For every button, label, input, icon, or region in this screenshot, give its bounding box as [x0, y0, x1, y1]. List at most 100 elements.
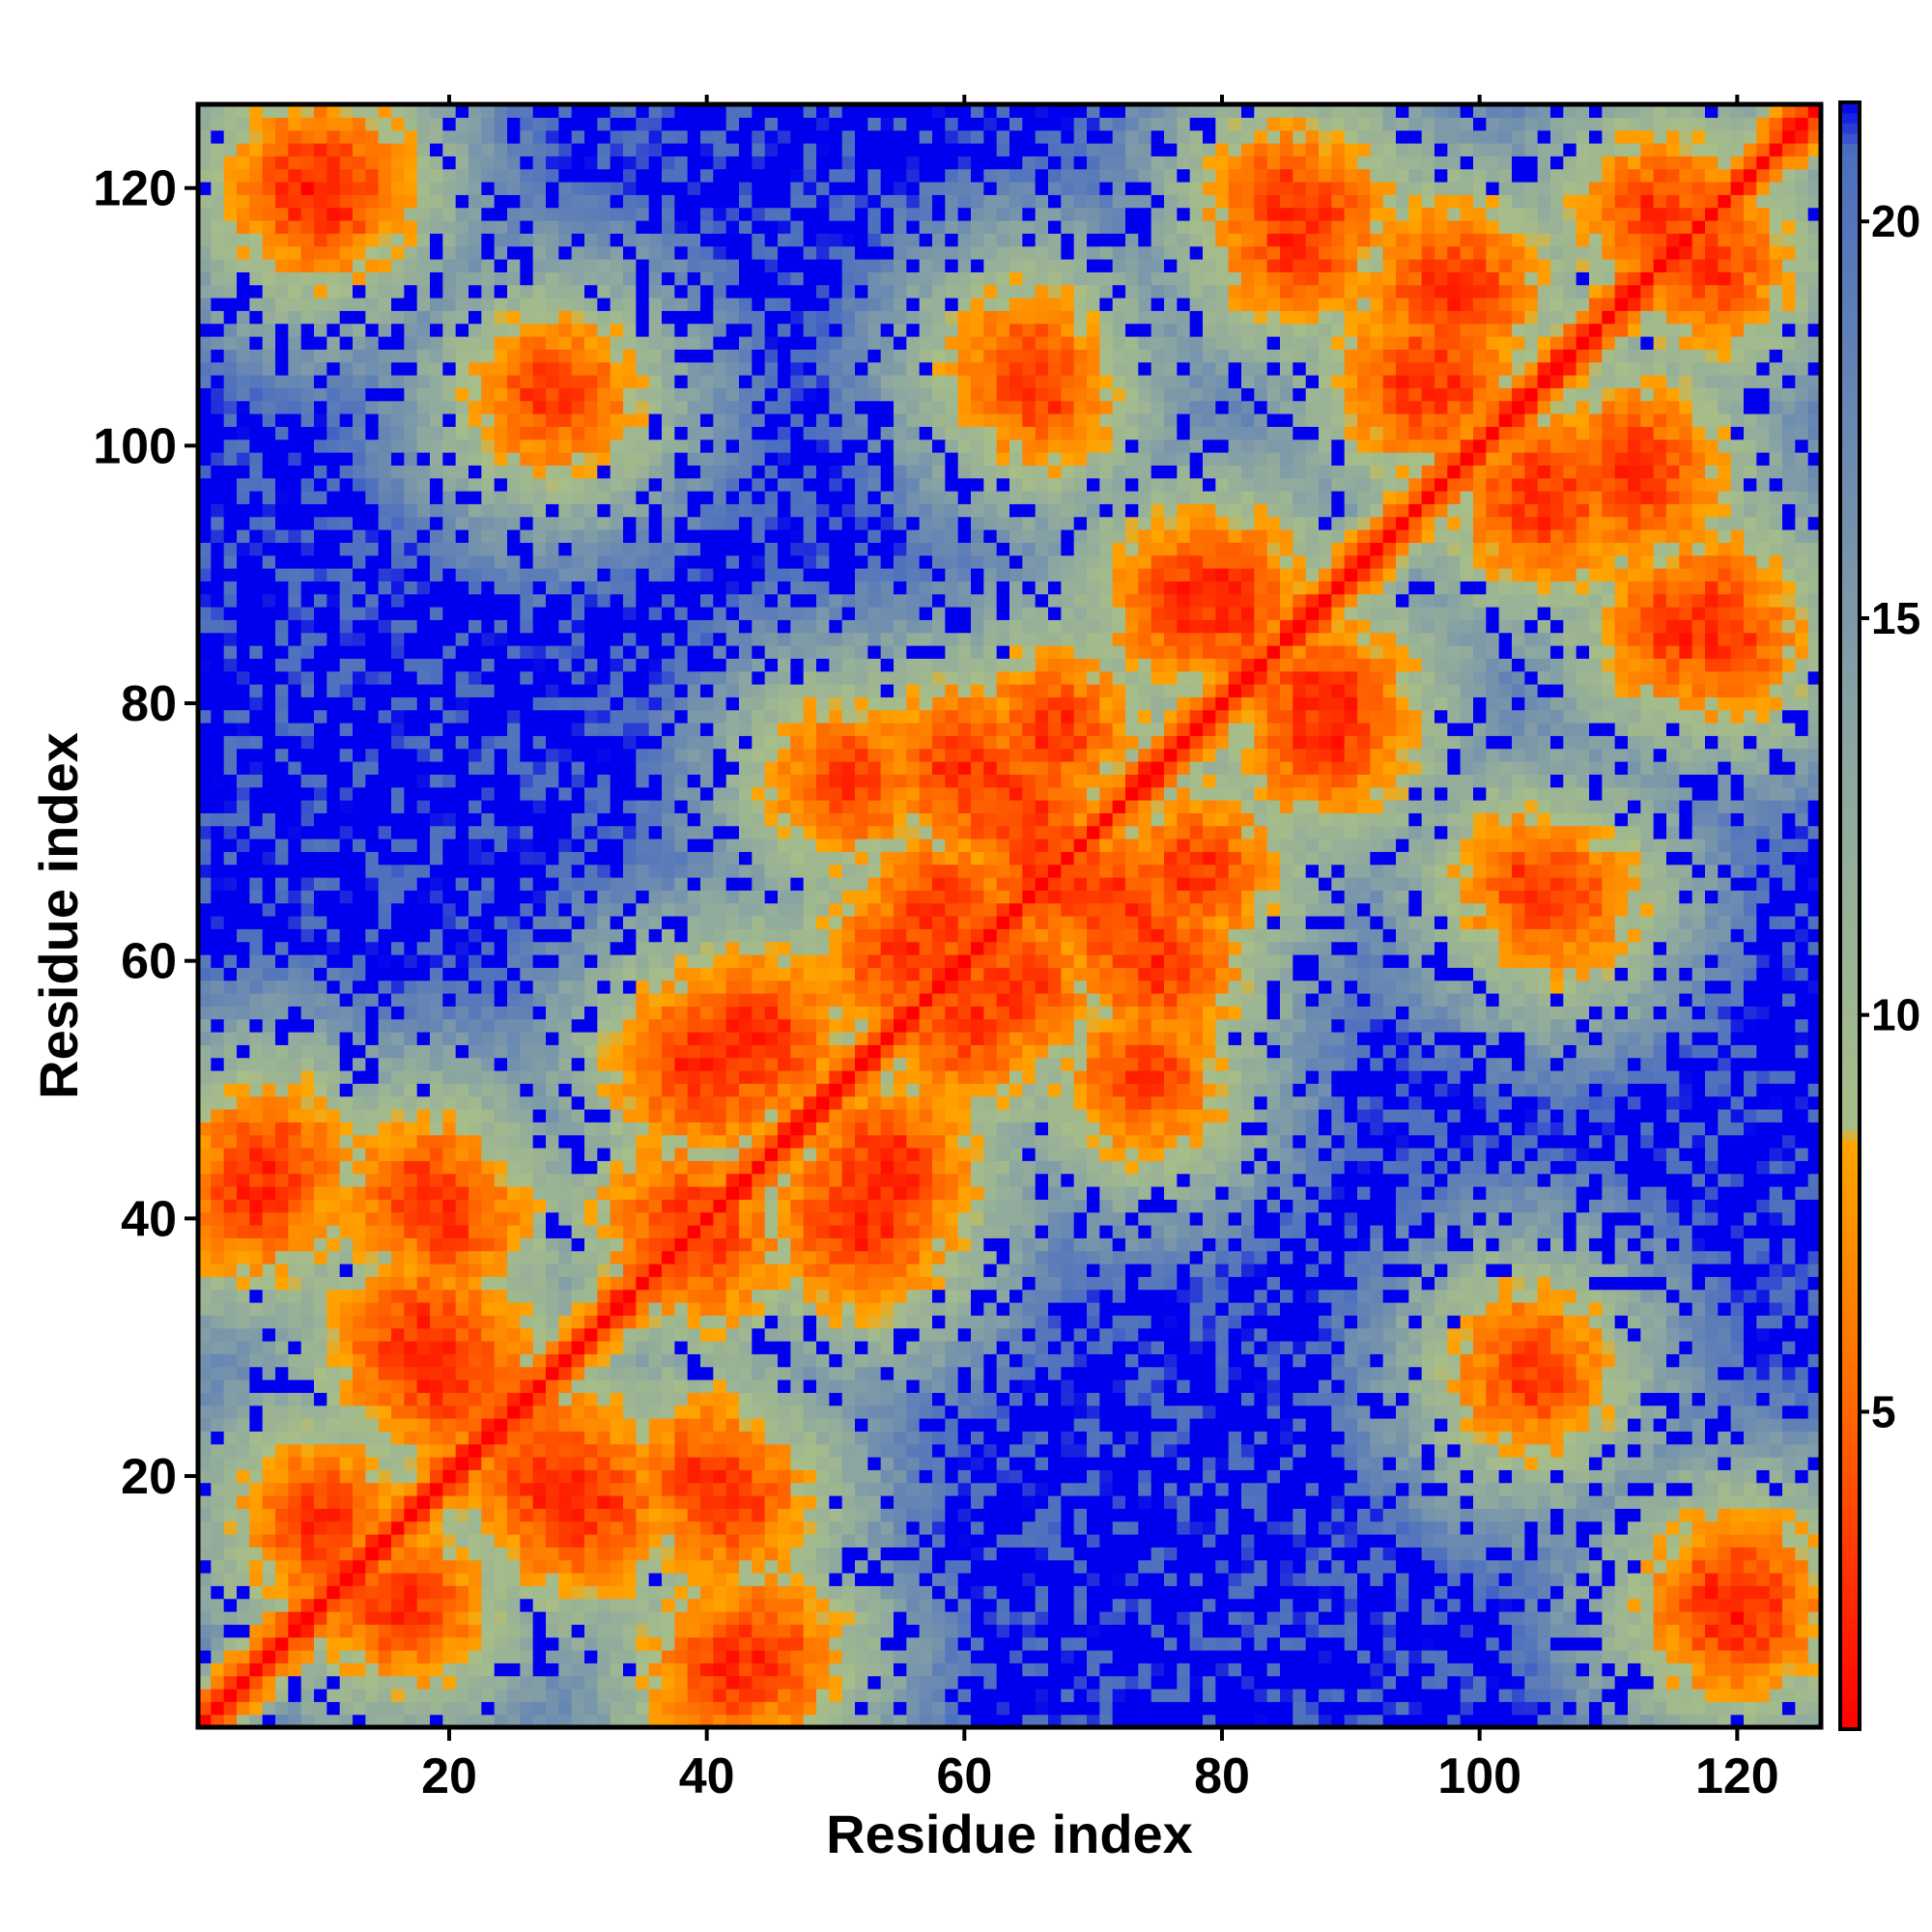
- heatmap-cell: [648, 259, 663, 272]
- heatmap-cell: [455, 104, 469, 118]
- heatmap-cell: [404, 1559, 418, 1574]
- heatmap-cell: [249, 709, 264, 724]
- heatmap-cell: [584, 1353, 598, 1368]
- heatmap-cell: [558, 194, 573, 209]
- heatmap-cell: [198, 684, 212, 697]
- heatmap-cell: [327, 503, 341, 518]
- heatmap-cell: [416, 1689, 431, 1702]
- heatmap-cell: [571, 439, 585, 453]
- heatmap-cell: [674, 1341, 689, 1354]
- heatmap-cell: [520, 1057, 534, 1071]
- heatmap-cell: [353, 684, 366, 697]
- heatmap-cell: [339, 1095, 354, 1110]
- heatmap-cell: [674, 1006, 689, 1020]
- heatmap-cell: [507, 1418, 521, 1432]
- heatmap-cell: [494, 245, 508, 260]
- heatmap-cell: [391, 477, 405, 492]
- heatmap-cell: [237, 1547, 250, 1561]
- heatmap-cell: [327, 632, 341, 646]
- heatmap-cell: [623, 1534, 637, 1548]
- heatmap-cell: [275, 182, 289, 195]
- heatmap-cell: [571, 1199, 585, 1213]
- heatmap-cell: [416, 1134, 431, 1149]
- heatmap-cell: [610, 1520, 624, 1535]
- heatmap-cell: [365, 851, 380, 866]
- heatmap-cell: [378, 1018, 392, 1033]
- heatmap-cell: [327, 1495, 341, 1509]
- heatmap-cell: [314, 838, 327, 852]
- heatmap-cell: [687, 117, 701, 131]
- heatmap-cell: [610, 619, 624, 634]
- heatmap-cell: [300, 568, 315, 582]
- heatmap-cell: [430, 941, 443, 955]
- heatmap-cell: [597, 1083, 611, 1097]
- heatmap-cell: [494, 452, 508, 466]
- heatmap-cell: [365, 452, 380, 466]
- heatmap-cell: [700, 1392, 714, 1406]
- heatmap-cell: [262, 890, 276, 904]
- heatmap-cell: [223, 1366, 238, 1380]
- heatmap-cell: [404, 1237, 418, 1252]
- heatmap-cell: [469, 670, 482, 685]
- heatmap-cell: [674, 1431, 689, 1445]
- heatmap-cell: [211, 1173, 225, 1187]
- heatmap-cell: [558, 465, 573, 479]
- heatmap-cell: [546, 825, 559, 839]
- heatmap-cell: [275, 1443, 289, 1458]
- heatmap-cell: [314, 786, 327, 801]
- heatmap-cell: [378, 156, 392, 170]
- heatmap-cell: [378, 1534, 392, 1548]
- heatmap-cell: [300, 220, 315, 234]
- heatmap-cell: [674, 825, 689, 839]
- heatmap-cell: [430, 632, 443, 646]
- heatmap-cell: [597, 993, 611, 1007]
- heatmap-cell: [237, 645, 250, 659]
- heatmap-cell: [237, 1520, 250, 1535]
- heatmap-cell: [662, 748, 675, 762]
- heatmap-cell: [674, 723, 689, 736]
- heatmap-cell: [404, 542, 418, 556]
- heatmap-cell: [623, 890, 637, 904]
- heatmap-cell: [442, 156, 457, 170]
- heatmap-cell: [223, 774, 238, 788]
- heatmap-cell: [442, 1276, 457, 1291]
- heatmap-cell: [662, 890, 675, 904]
- heatmap-cell: [365, 696, 380, 711]
- heatmap-cell: [520, 1714, 534, 1728]
- heatmap-cell: [469, 1585, 482, 1600]
- heatmap-cell: [314, 129, 327, 144]
- heatmap-cell: [378, 607, 392, 620]
- heatmap-cell: [404, 825, 418, 839]
- heatmap-cell: [494, 1392, 508, 1406]
- heatmap-cell: [262, 1148, 276, 1161]
- heatmap-cell: [494, 1405, 508, 1419]
- heatmap-cell: [404, 452, 418, 466]
- heatmap-cell: [571, 980, 585, 994]
- heatmap-cell: [327, 439, 341, 453]
- heatmap-cell: [378, 1237, 392, 1252]
- heatmap-cell: [314, 1237, 327, 1252]
- heatmap-cell: [636, 1160, 650, 1175]
- heatmap-cell: [237, 864, 250, 878]
- heatmap-cell: [469, 1237, 482, 1252]
- heatmap-cell: [469, 812, 482, 827]
- heatmap-cell: [211, 1083, 225, 1097]
- heatmap-cell: [223, 902, 238, 917]
- heatmap-cell: [442, 1122, 457, 1136]
- heatmap-cell: [430, 1457, 443, 1470]
- heatmap-cell: [481, 1366, 496, 1380]
- heatmap-cell: [455, 1148, 469, 1161]
- heatmap-cell: [223, 1211, 238, 1226]
- heatmap-cell: [571, 581, 585, 595]
- heatmap-cell: [481, 104, 496, 118]
- heatmap-cell: [469, 1341, 482, 1354]
- heatmap-cell: [636, 748, 650, 762]
- heatmap-cell: [520, 271, 534, 286]
- heatmap-cell: [610, 1392, 624, 1406]
- heatmap-cell: [687, 864, 701, 878]
- heatmap-cell: [223, 619, 238, 634]
- heatmap-cell: [378, 593, 392, 608]
- heatmap-cell: [623, 1327, 637, 1342]
- heatmap-cell: [494, 1160, 508, 1175]
- heatmap-cell: [416, 709, 431, 724]
